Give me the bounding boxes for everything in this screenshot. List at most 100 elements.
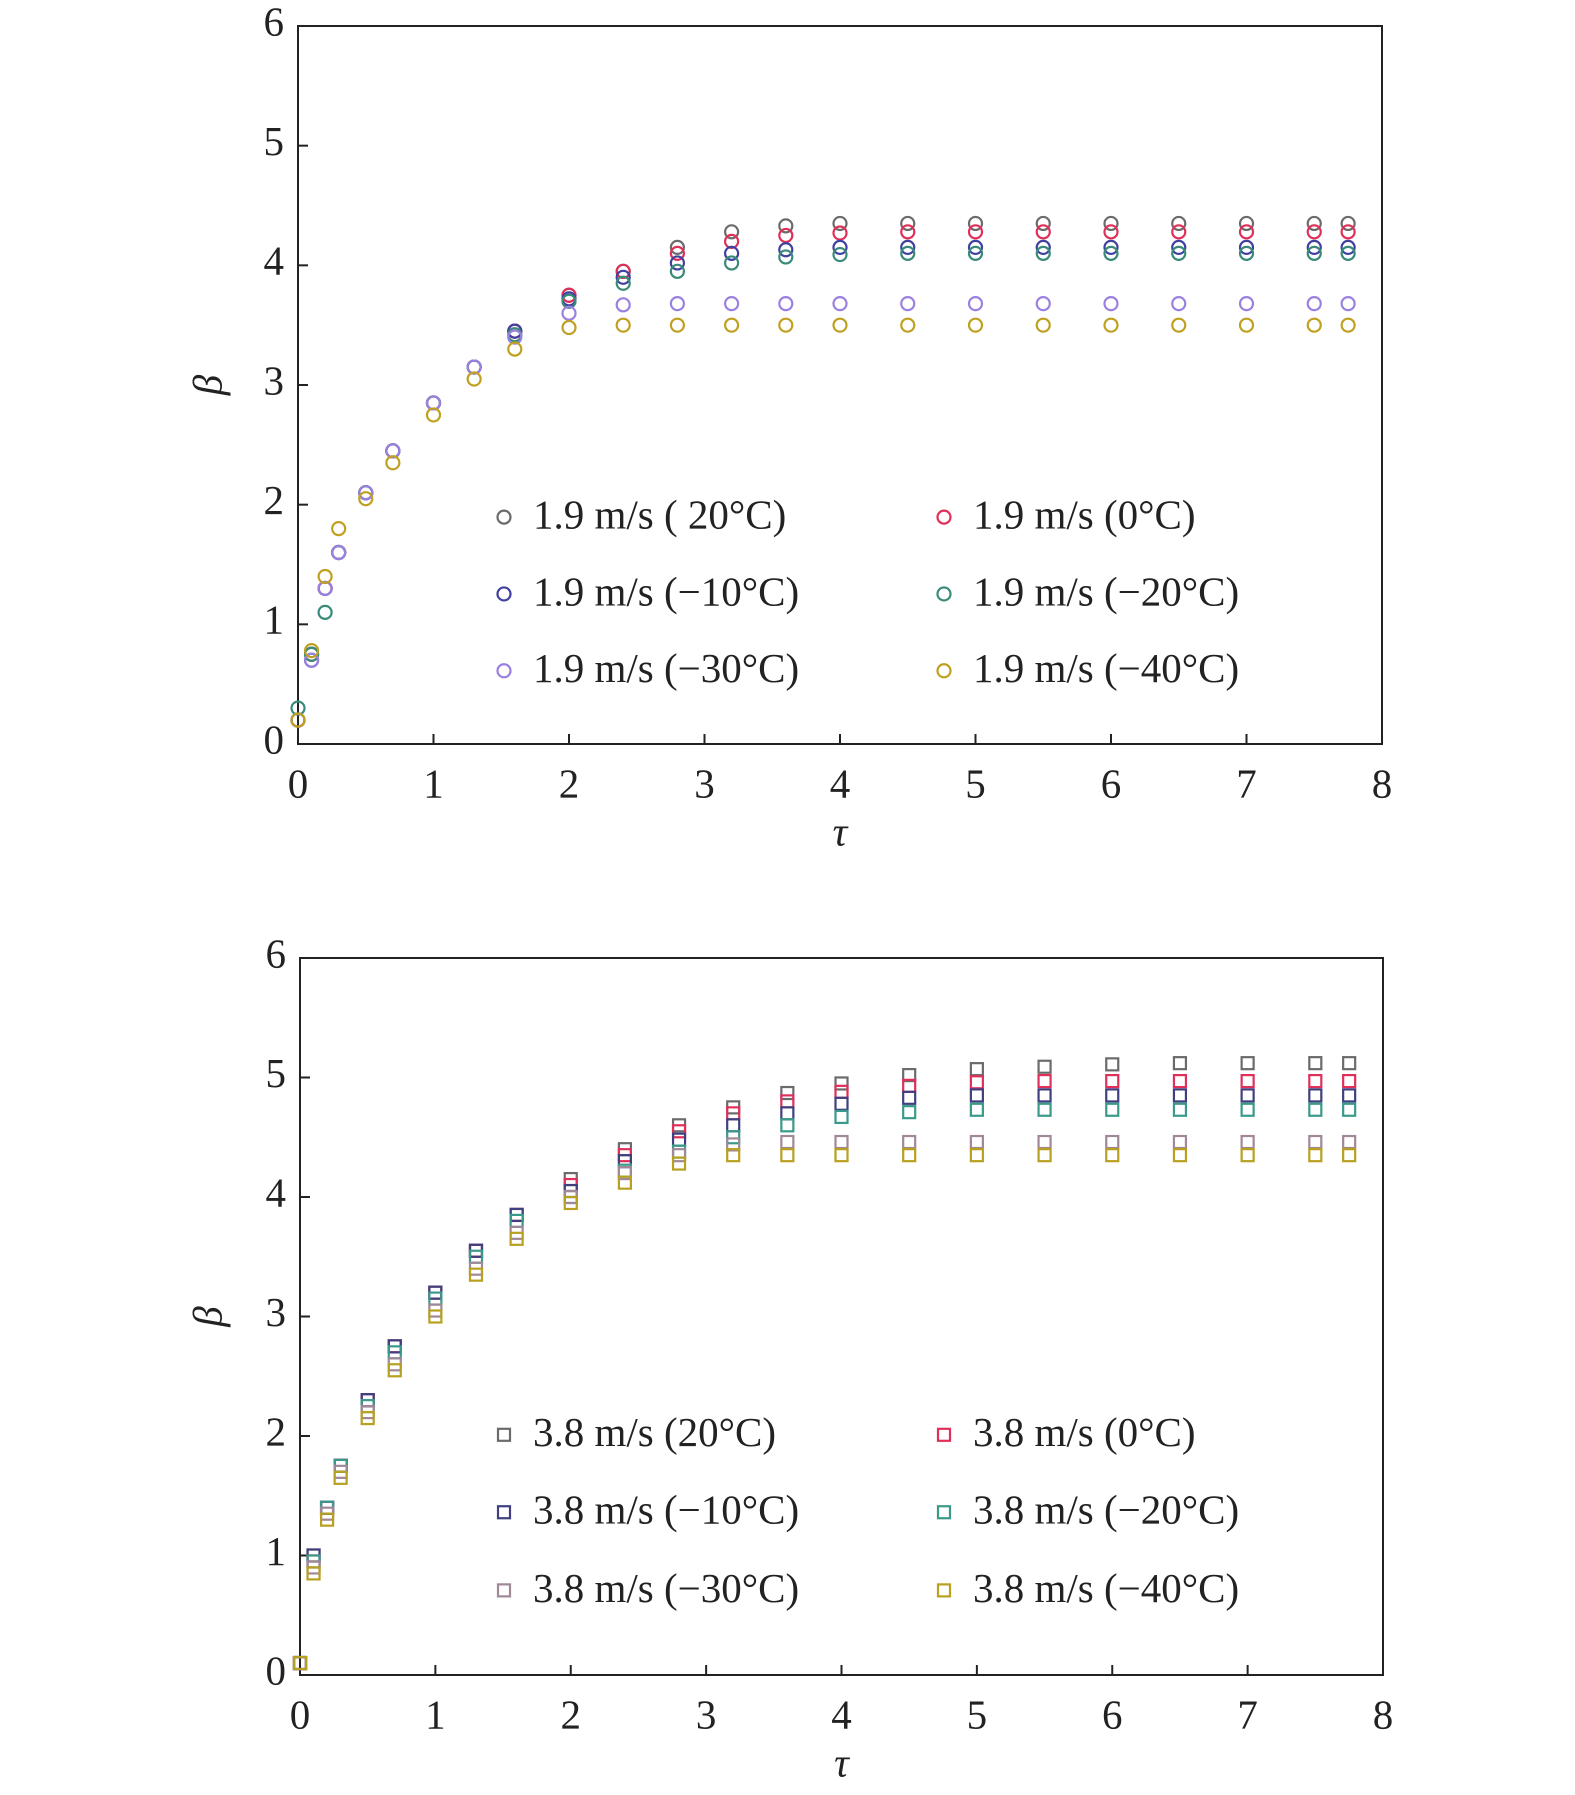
legend-marker	[496, 663, 512, 679]
point	[902, 1090, 917, 1105]
point	[1035, 245, 1051, 261]
y-tick-label: 4	[264, 238, 285, 284]
point	[1035, 317, 1051, 333]
point	[466, 371, 482, 387]
x-tick-label: 8	[1373, 1691, 1394, 1737]
point	[1171, 239, 1187, 255]
point	[615, 297, 631, 313]
point	[726, 1130, 741, 1145]
point	[832, 246, 848, 263]
point	[834, 1084, 849, 1099]
point	[723, 224, 740, 240]
point	[468, 1267, 484, 1282]
y-axis-title: β	[184, 374, 230, 396]
point	[671, 1156, 687, 1171]
point	[778, 317, 794, 333]
point	[1171, 317, 1187, 333]
point	[1172, 1056, 1188, 1071]
x-tick-label: 2	[561, 1691, 582, 1737]
legend-marker	[936, 1505, 952, 1520]
plot-frame	[297, 25, 1383, 745]
point	[561, 319, 577, 336]
point	[1103, 317, 1119, 333]
x-tick-label: 1	[425, 1691, 446, 1737]
point	[1105, 1134, 1120, 1150]
point	[969, 1134, 984, 1150]
legend-marker	[936, 663, 952, 679]
point	[778, 249, 794, 265]
point	[1340, 215, 1356, 232]
point	[1340, 296, 1356, 312]
point	[832, 317, 848, 333]
point	[331, 544, 347, 561]
x-axis-title: τ	[833, 808, 849, 854]
legend-label: 1.9 m/s ( 20°C)	[533, 492, 786, 538]
point	[900, 224, 916, 240]
point	[967, 317, 984, 333]
legend-label: 3.8 m/s (−40°C)	[973, 1565, 1239, 1611]
point	[723, 317, 740, 333]
legend-marker	[936, 1427, 952, 1442]
point	[617, 1175, 633, 1190]
point	[1035, 296, 1051, 312]
point	[834, 1134, 849, 1150]
point	[1103, 215, 1119, 232]
point	[780, 1094, 795, 1109]
point	[778, 242, 794, 258]
point	[1340, 317, 1356, 333]
point	[1171, 245, 1187, 261]
point	[969, 1148, 984, 1163]
point	[902, 1134, 917, 1150]
point	[617, 1165, 633, 1181]
y-tick-label: 1	[266, 1528, 287, 1574]
point	[563, 1195, 578, 1211]
x-tick-label: 0	[290, 1691, 311, 1737]
point	[1105, 1088, 1120, 1103]
y-tick-label: 0	[264, 716, 285, 762]
point	[778, 227, 794, 244]
x-tick-label: 3	[696, 1691, 717, 1737]
x-tick-label: 6	[1102, 1691, 1123, 1737]
legend-label: 3.8 m/s (−20°C)	[973, 1487, 1239, 1533]
point	[1103, 296, 1119, 312]
point	[778, 296, 794, 312]
legend-label: 1.9 m/s (0°C)	[973, 492, 1196, 538]
point	[1308, 1088, 1323, 1103]
point	[723, 245, 740, 261]
legend-marker	[936, 1583, 952, 1598]
point	[303, 652, 320, 668]
point	[1171, 215, 1187, 232]
point	[902, 1105, 917, 1120]
point	[778, 218, 794, 234]
y-tick-label: 3	[264, 357, 285, 403]
point	[1240, 1073, 1255, 1089]
point	[780, 1148, 795, 1163]
y-tick-label: 1	[264, 597, 285, 643]
point	[319, 1512, 335, 1527]
point	[615, 317, 631, 333]
point	[967, 245, 984, 261]
x-tick-label: 7	[1236, 760, 1257, 806]
point	[900, 296, 916, 312]
y-tick-label: 6	[266, 930, 287, 976]
x-tick-label: 1	[423, 760, 444, 806]
point	[726, 1118, 741, 1133]
x-tick-label: 7	[1237, 1691, 1258, 1737]
point	[1171, 296, 1187, 312]
point	[1342, 1088, 1357, 1103]
point	[900, 215, 916, 232]
point	[669, 296, 686, 312]
point	[1238, 296, 1255, 312]
point	[832, 296, 848, 312]
point	[1240, 1148, 1255, 1163]
point	[1037, 1059, 1052, 1074]
point	[834, 1109, 849, 1125]
point	[507, 341, 523, 357]
point	[317, 568, 333, 585]
y-tick-label: 2	[264, 477, 285, 523]
point	[1238, 317, 1255, 333]
point	[1342, 1073, 1357, 1089]
point	[1340, 239, 1356, 255]
x-tick-label: 3	[694, 760, 715, 806]
